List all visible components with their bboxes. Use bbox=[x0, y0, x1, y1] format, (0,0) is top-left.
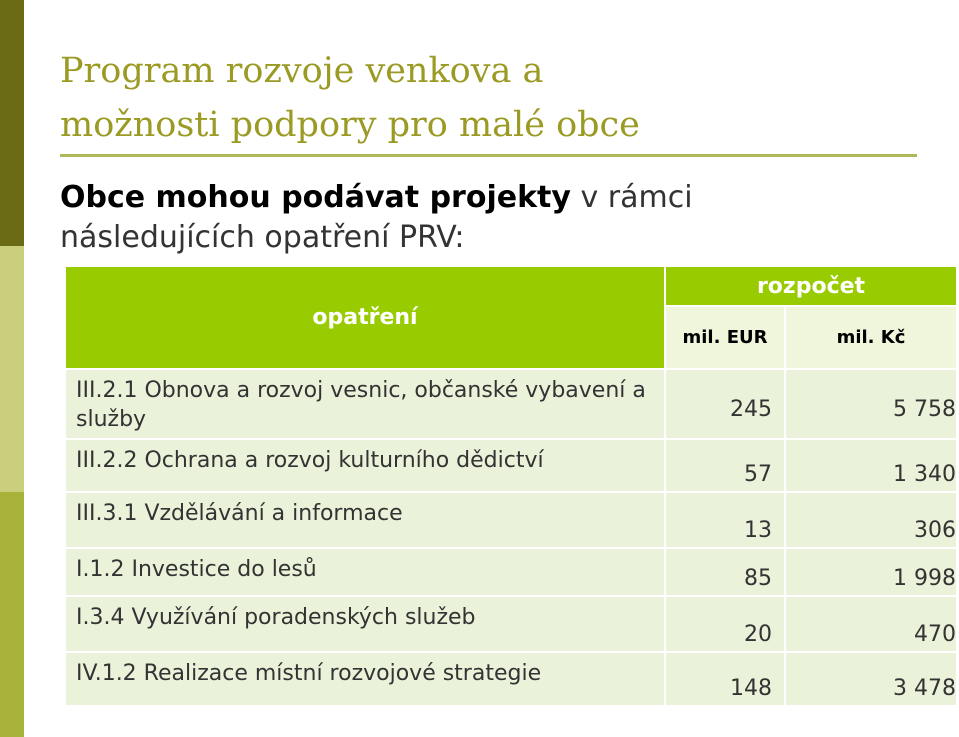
unit-czk: mil. Kč bbox=[786, 307, 956, 368]
table-row: III.2.1 Obnova a rozvoj vesnic, občanské… bbox=[66, 368, 956, 438]
row-eur: 13 bbox=[744, 518, 772, 543]
slide-title: Program rozvoje venkova a možnosti podpo… bbox=[60, 44, 920, 152]
row-czk: 1 340 bbox=[893, 462, 956, 487]
table-row: I.1.2 Investice do lesů 85 1 998 bbox=[66, 547, 956, 595]
table-row: III.2.2 Ochrana a rozvoj kulturního dědi… bbox=[66, 438, 956, 491]
unit-eur: mil. EUR bbox=[666, 307, 786, 368]
row-label: III.2.1 Obnova a rozvoj vesnic, občanské… bbox=[76, 378, 646, 432]
row-label: III.3.1 Vzdělávání a informace bbox=[76, 501, 403, 526]
table-row: III.3.1 Vzdělávání a informace 13 306 bbox=[66, 491, 956, 547]
row-eur: 20 bbox=[744, 622, 772, 647]
budget-table: opatření rozpočet mil. EUR mil. Kč III.2… bbox=[66, 267, 956, 705]
header-budget: rozpočet bbox=[666, 267, 956, 307]
slide-subtitle: Obce mohou podávat projekty v rámci násl… bbox=[60, 178, 940, 258]
title-divider bbox=[60, 154, 917, 157]
row-czk: 306 bbox=[914, 518, 956, 543]
row-label: I.1.2 Investice do lesů bbox=[76, 557, 317, 582]
table-row: I.3.4 Využívání poradenských služeb 20 4… bbox=[66, 595, 956, 651]
row-eur: 245 bbox=[730, 397, 772, 422]
decor-bar-top bbox=[0, 0, 24, 246]
row-label: IV.1.2 Realizace místní rozvojové strate… bbox=[76, 661, 542, 686]
header-measure-label: opatření bbox=[312, 305, 418, 330]
row-czk: 5 758 bbox=[893, 397, 956, 422]
subtitle-rest: v rámci bbox=[570, 180, 693, 215]
slide-title-line2: možnosti podpory pro malé obce bbox=[60, 105, 640, 145]
row-czk: 1 998 bbox=[893, 566, 956, 591]
row-eur: 85 bbox=[744, 566, 772, 591]
row-eur: 148 bbox=[730, 676, 772, 701]
row-eur: 57 bbox=[744, 462, 772, 487]
slide-title-line1: Program rozvoje venkova a bbox=[60, 51, 544, 91]
header-budget-label: rozpočet bbox=[756, 273, 866, 299]
row-czk: 3 478 bbox=[893, 676, 956, 701]
header-measure: opatření bbox=[66, 267, 666, 368]
row-label: I.3.4 Využívání poradenských služeb bbox=[76, 605, 476, 630]
decor-bar-middle bbox=[0, 246, 24, 492]
subtitle-strong: Obce mohou podávat projekty bbox=[60, 180, 571, 215]
decor-bar-bottom bbox=[0, 492, 24, 737]
table-row: IV.1.2 Realizace místní rozvojové strate… bbox=[66, 651, 956, 705]
row-label: III.2.2 Ochrana a rozvoj kulturního dědi… bbox=[76, 448, 544, 473]
row-czk: 470 bbox=[914, 622, 956, 647]
subtitle-line2: následujících opatření PRV: bbox=[60, 220, 465, 255]
